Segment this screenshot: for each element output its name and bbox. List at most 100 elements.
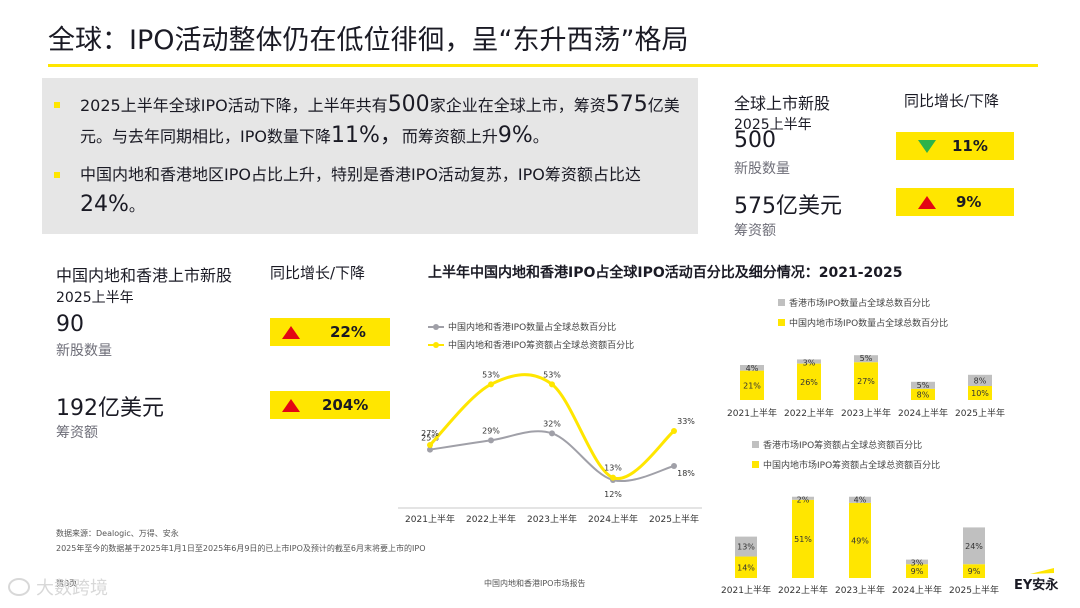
increase-arrow-icon (282, 398, 300, 412)
x-tick-label: 2024上半年 (588, 513, 638, 525)
watermark-text: 大数跨境 (36, 578, 108, 599)
bar-label: 27% (857, 377, 875, 386)
ey-brand-text: EY安永 (1014, 578, 1059, 593)
legend-label: 中国内地和香港IPO筹资额占全球总资额百分比 (448, 341, 635, 351)
bar-segment (740, 365, 764, 371)
data-label: 29% (482, 426, 500, 435)
global-amount-change-badge: 9% (896, 188, 1014, 216)
bar-label: 3% (911, 559, 924, 568)
bar-segment (849, 496, 871, 503)
bullet-text: 。 (128, 196, 145, 215)
bar-label: 13% (737, 543, 755, 552)
bar-label: 2% (797, 496, 810, 505)
bar-label: 5% (860, 354, 873, 363)
global-amount-value: 575亿美元 (734, 194, 842, 219)
data-label: 13% (604, 464, 622, 473)
x-tick-label: 2023上半年 (527, 513, 577, 525)
x-tick-label: 2025上半年 (955, 407, 1005, 419)
watermark-logo-icon (8, 578, 30, 596)
legend-label: 香港市场IPO数量占全球总数百分比 (789, 299, 931, 309)
bullet-highlight: 575 (605, 92, 648, 117)
bar-segment (792, 496, 814, 500)
page-title: 全球：IPO活动整体仍在低位徘徊，呈“东升西荡”格局 (48, 25, 689, 56)
bar-label: 8% (974, 376, 987, 385)
legend-label: 香港市场IPO筹资额占全球总资额百分比 (763, 441, 923, 451)
china-kpi-period: 2025上半年 (56, 290, 134, 306)
data-point (671, 428, 677, 434)
data-point (610, 474, 616, 481)
report-name: 中国内地和香港IPO市场报告 (484, 579, 586, 588)
bar-label: 21% (743, 381, 761, 390)
data-point (549, 430, 555, 437)
global-kpi-period: 2025上半年 (734, 117, 812, 133)
china-kpi-heading: 中国内地和香港上市新股 (56, 266, 233, 285)
bar2-legend-hk: 香港市场IPO筹资额占全球总资额百分比 (752, 438, 922, 451)
legend-swatch-yellow (752, 461, 759, 468)
x-tick-label: 2023上半年 (835, 584, 885, 596)
bar-segment (797, 363, 821, 400)
bar-segment (735, 536, 757, 557)
data-label: 53% (482, 370, 500, 379)
ey-logo-icon (1030, 568, 1054, 574)
data-label: 33% (677, 417, 695, 426)
bar-chart-count: 21%4%2021上半年26%3%2022上半年27%5%2023上半年8%5%… (727, 354, 1005, 419)
data-point (427, 442, 433, 448)
bar-segment (911, 388, 935, 400)
bar-label: 4% (746, 364, 759, 373)
bullet-highlight: 11%， (330, 123, 402, 148)
bar-label: 8% (917, 390, 930, 399)
title-divider (48, 64, 1038, 67)
bullet-text: 家企业在全球上市，筹资 (429, 96, 606, 115)
bar-label: 5% (917, 381, 930, 390)
data-label: 12% (604, 490, 622, 499)
x-tick-label: 2021上半年 (727, 407, 777, 419)
legend-swatch-yellow (778, 319, 785, 326)
bullet-highlight: 500 (387, 92, 430, 117)
decrease-arrow-icon (918, 139, 936, 153)
legend-swatch-grey (778, 299, 785, 306)
bar-segment (740, 370, 764, 400)
global-kpi-heading: 全球上市新股 (734, 94, 831, 113)
bar-segment (963, 527, 985, 565)
bar1-legend-mainland: 中国内地市场IPO数量占全球总数百分比 (778, 316, 948, 329)
data-point (488, 381, 494, 388)
x-tick-label: 2023上半年 (841, 407, 891, 419)
legend-label: 中国内地市场IPO筹资额占全球总资额百分比 (763, 461, 941, 471)
bullet-highlight: 24% (80, 192, 129, 217)
data-point (488, 437, 494, 444)
bar-label: 10% (971, 389, 989, 398)
series-line (429, 430, 675, 483)
x-tick-label: 2021上半年 (721, 584, 771, 596)
x-tick-label: 2025上半年 (649, 513, 699, 525)
ey-logo: EY安永 (1012, 568, 1059, 594)
bar1-legend-hk: 香港市场IPO数量占全球总数百分比 (778, 296, 930, 309)
china-count-change: 22% (330, 323, 366, 341)
increase-arrow-icon (918, 195, 936, 209)
bullet-highlight: 9% (497, 123, 533, 148)
bar-label: 3% (803, 358, 816, 367)
data-label: 53% (543, 370, 561, 379)
x-tick-label: 2022上半年 (778, 584, 828, 596)
data-note: 2025年至今的数据基于2025年1月1日至2025年6月9日的已上市IPO及预… (56, 544, 426, 553)
china-amount-change-badge: 204% (270, 391, 390, 419)
bar-segment (968, 386, 992, 400)
china-count-label: 新股数量 (56, 343, 112, 359)
legend-line-grey (428, 323, 444, 330)
data-label: 27% (421, 429, 439, 438)
bar-segment (854, 355, 878, 363)
bullet-text: 而筹资额上升 (401, 127, 498, 146)
bar-segment (968, 374, 992, 386)
watermark: 大数跨境 (8, 574, 108, 600)
global-count-change-badge: 11% (896, 132, 1014, 160)
bullet-text: 。 (532, 127, 549, 146)
china-count-value: 90 (56, 312, 84, 337)
bar-segment (906, 564, 928, 578)
bar2-legend-mainland: 中国内地市场IPO筹资额占全球总资额百分比 (752, 458, 940, 471)
bar-label: 51% (794, 535, 812, 544)
china-amount-value: 192亿美元 (56, 396, 164, 421)
bullet-marker (54, 102, 60, 108)
bar-segment (911, 381, 935, 389)
legend-line-yellow (428, 341, 444, 348)
x-tick-label: 2022上半年 (784, 407, 834, 419)
x-tick-label: 2025上半年 (949, 584, 999, 596)
